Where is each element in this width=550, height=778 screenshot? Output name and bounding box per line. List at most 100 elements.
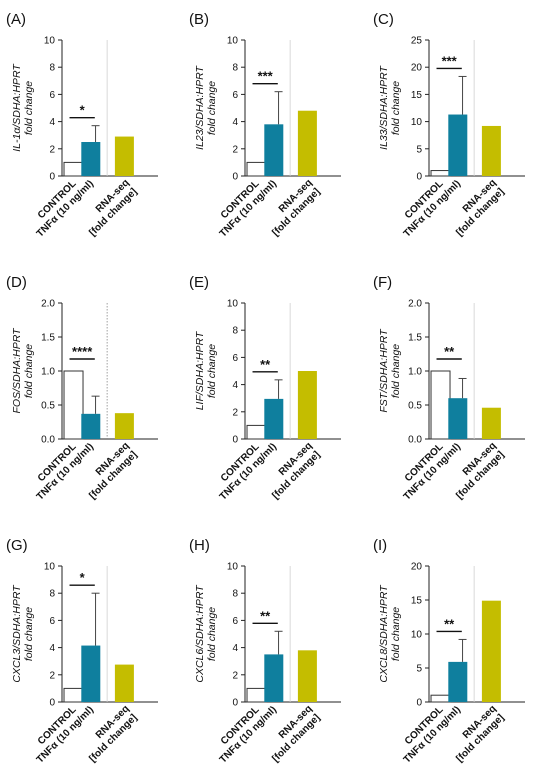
bar-tnfa <box>448 398 468 439</box>
y-tick-label: 0 <box>416 698 422 709</box>
y-tick-label: 2 <box>49 670 55 681</box>
y-tick-label: 2.0 <box>41 299 55 310</box>
panel-e: (E)LIF/SDHA:HPRT fold change0246810CONTRO… <box>189 274 341 503</box>
y-axis-title: CXCL3/SDHA:HPRT <box>11 584 23 683</box>
y-axis-title: IL23/SDHA:HPRT <box>194 64 206 149</box>
bar-control <box>246 161 267 177</box>
y-tick-label: 4 <box>49 117 55 128</box>
y-axis-subtitle: fold change <box>390 344 402 398</box>
significance-stars: * <box>80 570 86 585</box>
y-tick-label: 0 <box>49 698 55 709</box>
bar-tnfa <box>264 124 284 176</box>
y-tick-label: 5 <box>416 144 422 155</box>
bar-control <box>63 687 84 703</box>
panel-c: (C)IL33/SDHA:HPRT fold change0510152025CO… <box>373 11 525 240</box>
panel-a: (A)IL-1α/SDHA:HPRT fold change0246810CONT… <box>6 11 158 240</box>
significance-stars: ** <box>444 344 455 359</box>
y-axis-subtitle: fold change <box>390 607 402 661</box>
panel-g: (G)CXCL3/SDHA:HPRT fold change0246810CONT… <box>6 537 158 766</box>
y-tick-label: 10 <box>227 36 239 47</box>
bar-tnfa <box>81 413 101 439</box>
bar-tnfa <box>448 661 468 702</box>
bar-control <box>246 424 267 440</box>
y-tick-label: 10 <box>44 562 56 573</box>
significance-stars: ** <box>444 616 455 631</box>
y-axis-title: LIF/SDHA:HPRT <box>194 330 206 410</box>
y-axis-subtitle: fold change <box>23 81 35 135</box>
y-tick-label: 5 <box>416 664 422 675</box>
y-axis-subtitle: fold change <box>23 607 35 661</box>
y-axis-subtitle: fold change <box>390 81 402 135</box>
bar-control <box>63 161 84 177</box>
significance-stars: * <box>80 103 86 118</box>
bar-rna-seq <box>297 110 317 176</box>
y-tick-label: 6 <box>232 90 238 101</box>
bar-control <box>430 694 451 703</box>
bar-tnfa <box>448 114 468 176</box>
y-tick-label: 2 <box>232 670 238 681</box>
y-tick-label: 1.5 <box>408 333 422 344</box>
panel-h: (H)CXCL6/SDHA:HPRT fold change0246810CONT… <box>189 537 341 766</box>
bar-tnfa <box>81 142 101 176</box>
panel-label: (C) <box>373 11 394 28</box>
y-tick-label: 8 <box>49 63 55 74</box>
y-axis-title: CXCL6/SDHA:HPRT <box>194 584 206 683</box>
y-tick-label: 2.0 <box>408 299 422 310</box>
y-tick-label: 0.5 <box>408 401 422 412</box>
bar-rna-seq <box>481 125 501 176</box>
bar-control <box>430 170 451 177</box>
bar-rna-seq <box>481 407 501 439</box>
panel-label: (H) <box>189 537 210 554</box>
y-axis-subtitle: fold change <box>206 607 218 661</box>
y-axis-subtitle: fold change <box>206 81 218 135</box>
panel-label: (E) <box>189 274 209 291</box>
panel-i: (I)CXCL8/SDHA:HPRT fold change05101520CON… <box>373 537 525 766</box>
panel-label: (B) <box>189 11 209 28</box>
y-tick-label: 1.0 <box>408 367 422 378</box>
y-tick-label: 6 <box>49 616 55 627</box>
y-tick-label: 2 <box>232 144 238 155</box>
y-axis-title: FST/SDHA:HPRT <box>378 328 390 413</box>
significance-stars: ** <box>260 357 271 372</box>
bar-control <box>430 370 451 440</box>
y-tick-label: 2 <box>49 144 55 155</box>
y-tick-label: 10 <box>411 117 423 128</box>
y-tick-label: 0.5 <box>41 401 55 412</box>
y-tick-label: 8 <box>232 326 238 337</box>
bar-rna-seq <box>297 371 317 439</box>
y-tick-label: 6 <box>49 90 55 101</box>
y-tick-label: 0 <box>232 435 238 446</box>
significance-stars: **** <box>72 344 93 359</box>
y-tick-label: 6 <box>232 353 238 364</box>
panel-b: (B)IL23/SDHA:HPRT fold change0246810CONTR… <box>189 11 341 240</box>
bar-rna-seq <box>481 600 501 702</box>
y-axis-title: IL-1α/SDHA:HPRT <box>11 63 23 152</box>
y-tick-label: 10 <box>411 630 423 641</box>
y-tick-label: 8 <box>49 589 55 600</box>
y-axis-subtitle: fold change <box>23 344 35 398</box>
bar-tnfa <box>81 645 101 702</box>
panel-label: (A) <box>6 11 26 28</box>
y-tick-label: 0.0 <box>408 435 422 446</box>
y-tick-label: 0 <box>232 698 238 709</box>
y-tick-label: 1.5 <box>41 333 55 344</box>
significance-stars: *** <box>442 53 458 68</box>
y-tick-label: 2 <box>232 407 238 418</box>
y-tick-label: 6 <box>232 616 238 627</box>
bar-tnfa <box>264 654 284 702</box>
y-tick-label: 15 <box>411 90 423 101</box>
y-axis-subtitle: fold change <box>206 344 218 398</box>
y-tick-label: 10 <box>44 36 56 47</box>
panel-label: (I) <box>373 537 387 554</box>
bar-rna-seq <box>114 413 134 439</box>
panel-label: (F) <box>373 274 392 291</box>
y-axis-title: CXCL8/SDHA:HPRT <box>378 584 390 683</box>
y-tick-label: 1.0 <box>41 367 55 378</box>
y-tick-label: 8 <box>232 589 238 600</box>
bar-rna-seq <box>114 664 134 702</box>
y-tick-label: 20 <box>411 562 423 573</box>
y-tick-label: 0 <box>49 172 55 183</box>
panel-f: (F) FST/SDHA:HPRT fold change 0.0 0.5 1.0 1.5 2… <box>373 274 525 503</box>
y-axis-title: FOS/SDHA:HPRT <box>11 327 23 414</box>
